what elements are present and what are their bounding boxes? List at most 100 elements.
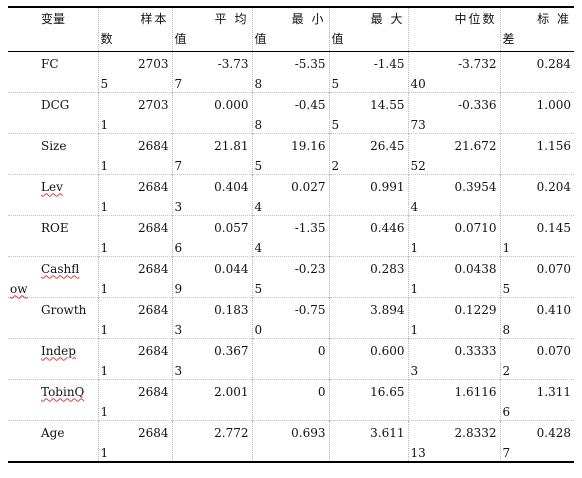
column-header: 变量 [8, 7, 98, 51]
value-text-wrap: 4 [410, 199, 419, 214]
variable-cell: TobinQ [8, 379, 98, 420]
value-text-wrap: 8 [502, 322, 511, 337]
variable-name: ROE [8, 216, 98, 236]
value-text-wrap: 5 [502, 281, 511, 296]
variable-cell: Lev [8, 174, 98, 215]
value-cell: 0.000 [171, 92, 252, 133]
column-header-label-wrap: 值 [331, 32, 344, 46]
variable-name: Size [8, 134, 98, 154]
value-text: 0.404 [214, 179, 249, 194]
value-text: 0.283 [370, 261, 405, 276]
variable-name: Indep [8, 339, 98, 359]
value-cell: 2684 1 [97, 338, 172, 379]
column-header-label: 标 准 [537, 12, 571, 26]
value-text: 2703 [137, 97, 169, 112]
value-text-wrap [330, 400, 408, 420]
value-cell: 0.3954 4 [407, 174, 500, 215]
variable-name-wrap [8, 318, 98, 338]
value-cell: 2.001 [171, 379, 252, 420]
table-row: Cashfl ow 2684 1 0.044 9 -0.23 5 0.283 0.0438 1 0.0… [8, 256, 574, 297]
value-text: 3.894 [370, 302, 405, 317]
value-cell: 2684 1 [97, 297, 172, 338]
variable-name-wrap [8, 113, 98, 133]
value-text-wrap: 3 [410, 363, 419, 378]
value-text: 0 [317, 384, 326, 399]
column-header-label-wrap: 数 [100, 32, 113, 46]
value-text: 2.772 [214, 425, 249, 440]
value-cell: 0.183 3 [171, 297, 252, 338]
value-text: 1.311 [536, 384, 571, 399]
value-text: 2684 [137, 302, 169, 317]
column-header-label: 样本 [140, 12, 169, 26]
value-text-wrap [253, 441, 329, 461]
value-text-wrap: 1 [100, 240, 109, 255]
value-text: 0.000 [214, 97, 249, 112]
table-row: FC 2703 5 -3.73 7 -5.35 8 -1.45 5 -3.732 40 0.284 [8, 51, 574, 92]
value-cell: 2.772 [171, 420, 252, 462]
value-cell: 21.81 7 [171, 133, 252, 174]
value-text-wrap: 5 [331, 117, 340, 132]
variable-cell: Cashfl ow [8, 256, 98, 297]
value-text-wrap [253, 359, 329, 379]
column-header-label-wrap: 值 [254, 32, 267, 46]
column-header: 标 准差 [499, 7, 574, 51]
variable-name: FC [8, 52, 98, 72]
variable-name-wrap [8, 359, 98, 379]
value-text: 2684 [137, 179, 169, 194]
value-text-wrap: 4 [254, 199, 263, 214]
table-body: FC 2703 5 -3.73 7 -5.35 8 -1.45 5 -3.732 40 0.284 DC… [8, 51, 574, 462]
value-cell: 19.16 5 [251, 133, 329, 174]
variable-name-wrap: ow [8, 277, 98, 297]
value-cell: 2684 1 [97, 215, 172, 256]
value-cell: 2684 1 [97, 420, 172, 462]
column-header-label: 变量 [41, 12, 66, 26]
variable-name-wrap [8, 236, 98, 256]
value-cell: 0.991 [328, 174, 408, 215]
table-header: 变量 样本数平 均值最 小值最 大值中位数标 准差 [8, 7, 574, 51]
column-header: 中位数 [407, 7, 500, 51]
value-text-wrap [173, 441, 252, 461]
value-cell: 21.672 52 [407, 133, 500, 174]
column-header: 样本数 [97, 7, 172, 51]
table-row: Indep 2684 1 0.367 3 0 0.600 0.3333 3 0.070 2 [8, 338, 574, 379]
value-text: 0.204 [536, 179, 571, 194]
header-row: 变量 样本数平 均值最 小值最 大值中位数标 准差 [8, 7, 574, 51]
value-text-wrap: 5 [254, 281, 263, 296]
value-text: -0.45 [294, 97, 326, 112]
table-row: Size 2684 1 21.81 7 19.16 5 26.45 2 21.672 52 1.156 [8, 133, 574, 174]
value-cell: 0.3333 3 [407, 338, 500, 379]
column-header-label: 最 小 [291, 12, 326, 26]
value-cell: -0.45 8 [251, 92, 329, 133]
value-text: -0.75 [294, 302, 326, 317]
column-header: 平 均值 [171, 7, 252, 51]
value-cell: 0.0710 1 [407, 215, 500, 256]
value-cell: 26.45 2 [328, 133, 408, 174]
value-text: 2684 [137, 138, 169, 153]
table-row: ROE 2684 1 0.057 6 -1.35 4 0.446 0.0710 1 0.145 1 [8, 215, 574, 256]
value-text-wrap [330, 318, 408, 338]
value-text-wrap: 40 [410, 76, 426, 91]
value-text-wrap: 1 [100, 158, 109, 173]
value-text-wrap [501, 113, 575, 133]
variable-name-wrap [8, 195, 98, 215]
value-cell: 0.446 [328, 215, 408, 256]
value-cell: 3.611 [328, 420, 408, 462]
value-cell: 2684 1 [97, 379, 172, 420]
value-text-wrap [501, 195, 575, 215]
value-cell: 2684 1 [97, 256, 172, 297]
value-text: 2684 [137, 384, 169, 399]
value-text-wrap: 9 [174, 281, 183, 296]
value-text: 14.55 [370, 97, 405, 112]
value-text-wrap: 1 [100, 117, 109, 132]
variable-name-wrap [8, 72, 98, 92]
value-cell: 0.367 3 [171, 338, 252, 379]
variable-name: Growth [8, 298, 98, 318]
table-row: Lev 2684 1 0.404 3 0.027 4 0.991 0.3954 4 0.204 [8, 174, 574, 215]
value-text-wrap: 2 [331, 158, 340, 173]
value-text-wrap [330, 441, 408, 461]
value-text: -0.23 [294, 261, 326, 276]
value-cell: 0.284 [499, 51, 574, 92]
value-text: 26.45 [370, 138, 405, 153]
value-text-wrap: 1 [100, 281, 109, 296]
value-cell: -0.75 0 [251, 297, 329, 338]
